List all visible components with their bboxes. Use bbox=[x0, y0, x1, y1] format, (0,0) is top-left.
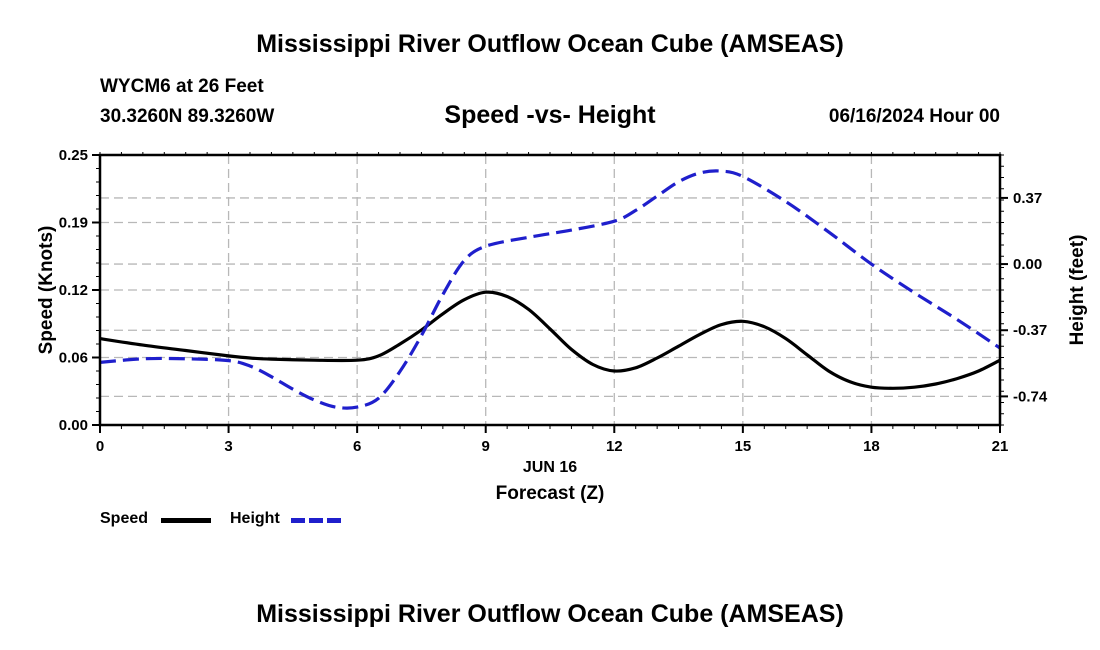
y-right-tick-label: 0.37 bbox=[1013, 190, 1042, 207]
legend-speed-swatch bbox=[161, 518, 211, 523]
y-left-tick-label: 0.06 bbox=[59, 350, 88, 367]
x-tick-label: 6 bbox=[353, 438, 361, 455]
series-layer bbox=[99, 169, 1001, 410]
datetime-label: 06/16/2024 Hour 00 bbox=[828, 106, 1000, 127]
x-tick-label: 15 bbox=[735, 438, 752, 455]
x-tick-label: 21 bbox=[992, 438, 1009, 455]
coordinates-label: 30.3260N 89.3260W bbox=[100, 106, 275, 127]
y-right-tick-label: 0.00 bbox=[1013, 256, 1042, 273]
y-left-tick-label: 0.19 bbox=[59, 215, 88, 232]
grid bbox=[100, 155, 1000, 425]
series-height-line bbox=[99, 169, 1001, 410]
y-left-tick-label: 0.00 bbox=[59, 417, 88, 434]
y-right-tick-label: -0.74 bbox=[1013, 388, 1048, 405]
main-title: Mississippi River Outflow Ocean Cube (AM… bbox=[256, 30, 844, 58]
legend-height-swatch bbox=[291, 518, 341, 523]
y-left-tick-label: 0.25 bbox=[59, 147, 88, 164]
y-axis-right-label: Height (feet) bbox=[1067, 235, 1088, 346]
x-tick-label: 12 bbox=[606, 438, 623, 455]
y-right-tick-label: -0.37 bbox=[1013, 322, 1047, 339]
x-axis-label: Forecast (Z) bbox=[495, 483, 605, 504]
x-tick-label: 9 bbox=[482, 438, 490, 455]
x-tick-label: 3 bbox=[224, 438, 232, 455]
x-tick-label: 18 bbox=[863, 438, 880, 455]
y-left-tick-label: 0.12 bbox=[59, 282, 88, 299]
chart-title: Speed -vs- Height bbox=[444, 101, 656, 129]
legend-speed-label: Speed bbox=[100, 510, 149, 527]
x-tick-label: 0 bbox=[96, 438, 104, 455]
station-label: WYCM6 at 26 Feet bbox=[100, 76, 264, 97]
legend-height-label: Height bbox=[230, 510, 280, 527]
y-axis-left-label: Speed (Knots) bbox=[36, 226, 57, 355]
series-speed-line bbox=[99, 290, 1001, 390]
axes: 0 3 6 9 12 15 18 21 0.00 0.06 0.12 0.19 0.25 -0.74 -0.… bbox=[59, 147, 1048, 455]
date-label: JUN 16 bbox=[522, 459, 578, 476]
bottom-title: Mississippi River Outflow Ocean Cube (AM… bbox=[256, 600, 844, 628]
